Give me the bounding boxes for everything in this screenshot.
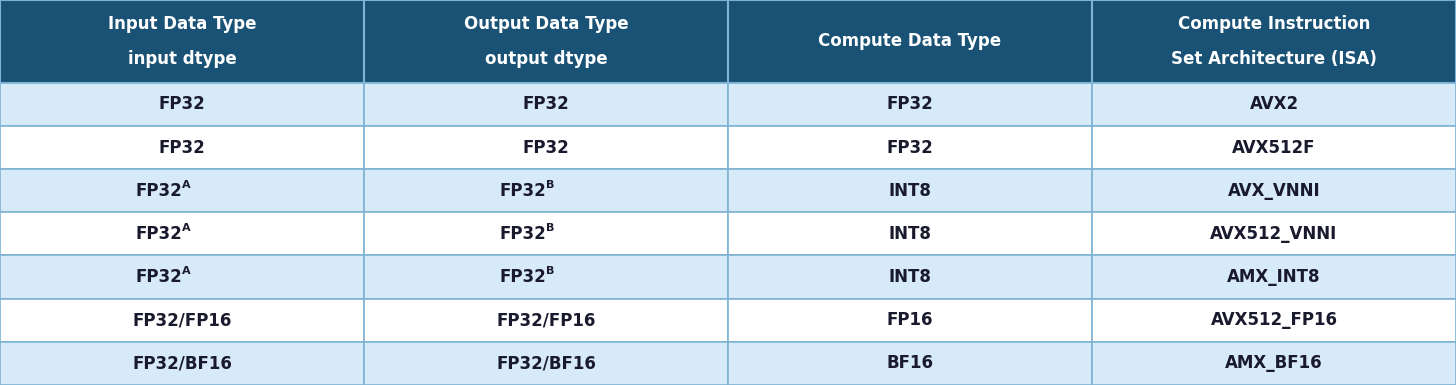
Bar — [728, 83, 1092, 126]
Bar — [728, 256, 1092, 299]
Bar — [0, 342, 364, 385]
Text: FP32: FP32 — [887, 139, 933, 157]
Text: B: B — [546, 266, 555, 276]
Text: FP32: FP32 — [135, 268, 182, 286]
Text: FP32: FP32 — [499, 225, 546, 243]
Text: FP32: FP32 — [499, 182, 546, 200]
Text: output dtype: output dtype — [485, 50, 607, 68]
Text: AMX_BF16: AMX_BF16 — [1224, 355, 1324, 372]
Text: BF16: BF16 — [887, 355, 933, 372]
Text: B: B — [546, 223, 555, 233]
Text: FP32: FP32 — [135, 225, 182, 243]
Text: B: B — [546, 179, 555, 189]
Bar — [364, 169, 728, 212]
Bar — [1092, 83, 1456, 126]
Bar — [1092, 212, 1456, 256]
Bar — [728, 169, 1092, 212]
Text: FP16: FP16 — [887, 311, 933, 329]
Bar — [1092, 126, 1456, 169]
Bar — [1092, 0, 1456, 83]
Text: AMX_INT8: AMX_INT8 — [1227, 268, 1321, 286]
Bar — [728, 342, 1092, 385]
Text: FP32: FP32 — [523, 95, 569, 113]
Bar — [728, 299, 1092, 342]
Bar — [728, 212, 1092, 256]
Bar — [1092, 256, 1456, 299]
Text: FP32: FP32 — [887, 95, 933, 113]
Text: A: A — [182, 223, 191, 233]
Text: FP32/BF16: FP32/BF16 — [132, 355, 232, 372]
Bar — [728, 0, 1092, 83]
Text: INT8: INT8 — [888, 268, 932, 286]
Text: input dtype: input dtype — [128, 50, 236, 68]
Text: FP32: FP32 — [135, 182, 182, 200]
Text: FP32/FP16: FP32/FP16 — [132, 311, 232, 329]
Bar — [364, 342, 728, 385]
Text: A: A — [182, 266, 191, 276]
Text: FP32: FP32 — [159, 139, 205, 157]
Bar — [1092, 342, 1456, 385]
Bar — [0, 256, 364, 299]
Bar — [364, 126, 728, 169]
Bar — [0, 169, 364, 212]
Text: AVX512F: AVX512F — [1232, 139, 1316, 157]
Bar — [364, 212, 728, 256]
Text: Output Data Type: Output Data Type — [463, 15, 629, 33]
Text: Compute Data Type: Compute Data Type — [818, 32, 1002, 50]
Bar — [1092, 299, 1456, 342]
Text: A: A — [182, 179, 191, 189]
Text: Input Data Type: Input Data Type — [108, 15, 256, 33]
Text: FP32: FP32 — [523, 139, 569, 157]
Text: AVX512_FP16: AVX512_FP16 — [1210, 311, 1338, 329]
Bar — [364, 256, 728, 299]
Text: FP32/FP16: FP32/FP16 — [496, 311, 596, 329]
Bar — [1092, 169, 1456, 212]
Text: AVX512_VNNI: AVX512_VNNI — [1210, 225, 1338, 243]
Bar — [728, 126, 1092, 169]
Bar — [0, 212, 364, 256]
Bar — [364, 83, 728, 126]
Bar — [0, 126, 364, 169]
Bar — [0, 299, 364, 342]
Text: INT8: INT8 — [888, 225, 932, 243]
Text: Set Architecture (ISA): Set Architecture (ISA) — [1171, 50, 1377, 68]
Text: INT8: INT8 — [888, 182, 932, 200]
Bar — [0, 83, 364, 126]
Text: FP32: FP32 — [499, 268, 546, 286]
Text: FP32/BF16: FP32/BF16 — [496, 355, 596, 372]
Bar — [364, 0, 728, 83]
Text: AVX_VNNI: AVX_VNNI — [1227, 182, 1321, 200]
Text: Compute Instruction: Compute Instruction — [1178, 15, 1370, 33]
Bar — [364, 299, 728, 342]
Text: FP32: FP32 — [159, 95, 205, 113]
Bar — [0, 0, 364, 83]
Text: AVX2: AVX2 — [1249, 95, 1299, 113]
